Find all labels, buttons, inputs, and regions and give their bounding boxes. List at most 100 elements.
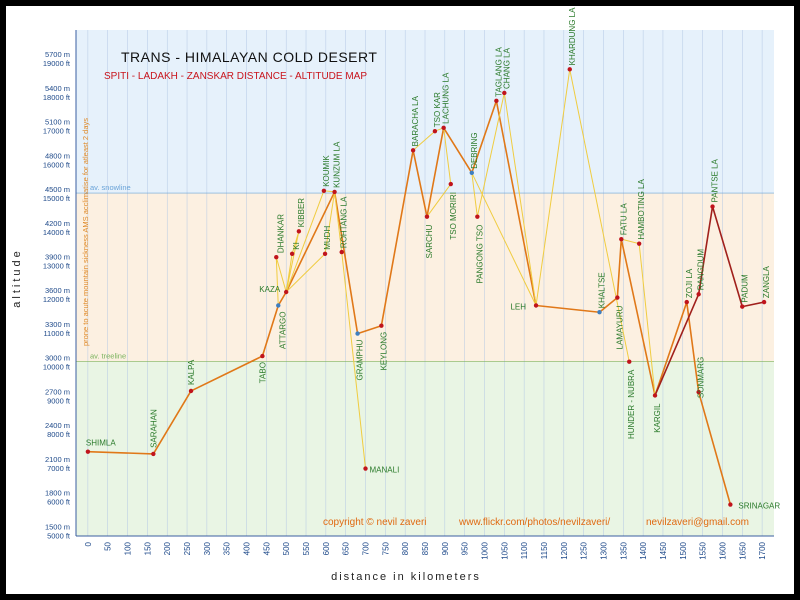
place-dot — [283, 289, 289, 295]
y-tick-label-ft: 8000 ft — [47, 430, 71, 439]
x-tick-label: 300 — [203, 541, 212, 555]
place-dot — [379, 323, 384, 328]
y-tick-label-ft: 9000 ft — [47, 396, 71, 405]
place-dot — [475, 214, 480, 219]
place-dot — [636, 241, 642, 246]
place-label: KHALTSE — [598, 272, 607, 308]
distance-altitude-chart: av. snowline av. treeline SHIMLA SARAHAN KA… — [11, 7, 780, 583]
place-dot — [296, 229, 302, 234]
x-tick-label: 50 — [104, 541, 113, 550]
x-tick-label: 500 — [282, 541, 291, 555]
x-tick-label: 0 — [84, 541, 93, 546]
x-tick-label: 1400 — [639, 541, 648, 559]
place-dot — [448, 181, 453, 187]
y-tick-label-ft: 10000 ft — [43, 363, 71, 372]
place-labels: SHIMLA SARAHAN KALPA TABO ATTARGO KAZA DHANKAR… — [86, 7, 780, 511]
y-tick-label-m: 5400 m — [45, 84, 70, 93]
place-label: FATU LA — [619, 203, 628, 236]
copyright-text: copyright © nevil zaveri — [323, 517, 427, 528]
x-tick-label: 150 — [143, 541, 152, 555]
place-label: GRAMPHU — [356, 339, 365, 380]
x-tick-label: 1000 — [480, 541, 489, 559]
place-dot — [652, 393, 658, 398]
chart-text: TRANS - HIMALAYAN COLD DESERT SPITI - LA… — [11, 49, 749, 583]
place-dot — [710, 204, 715, 209]
y-tick-label-m: 4500 m — [45, 185, 70, 194]
route-line-main — [87, 100, 732, 505]
place-label: ZOJI LA — [685, 268, 694, 298]
place-dot — [339, 249, 344, 255]
x-tick-label: 900 — [441, 541, 450, 555]
x-tick-label: 1100 — [520, 541, 529, 559]
y-axis-label: altitude — [11, 248, 23, 307]
place-dot — [567, 67, 572, 72]
x-tick-label: 400 — [243, 541, 252, 555]
reference-line-label: av. treeline — [90, 352, 126, 361]
x-tick-label: 1150 — [540, 541, 549, 559]
x-tick-label: 850 — [421, 541, 430, 555]
place-label: ZANGLA — [762, 265, 771, 298]
place-label: SHIMLA — [86, 439, 116, 448]
x-tick-label: 1200 — [560, 541, 569, 559]
y-tick-label-m: 5100 m — [45, 118, 70, 127]
place-label: PANTSE LA — [711, 158, 720, 202]
place-label: PADUM — [740, 274, 749, 303]
place-label: RANGDUM — [697, 249, 706, 291]
place-label: LAMAYURU — [615, 305, 624, 349]
route-line-side — [471, 172, 537, 306]
x-tick-label: 800 — [401, 541, 410, 555]
place-dot — [151, 451, 156, 457]
x-tick-label: 1450 — [659, 541, 668, 559]
place-label: TABO — [258, 362, 267, 383]
y-tick-label-m: 3600 m — [45, 286, 70, 295]
x-tick-label: 750 — [381, 541, 390, 555]
chart-subtitle: SPITI - LADAKH - ZANSKAR DISTANCE - ALTI… — [104, 71, 367, 82]
place-label: DHANKAR — [276, 214, 285, 253]
x-tick-label: 1050 — [500, 541, 509, 559]
place-label: TAGLANG LA — [494, 47, 503, 97]
place-label: TSO MORIRI — [449, 192, 458, 240]
place-dot — [615, 295, 620, 300]
y-tick-label-ft: 7000 ft — [47, 464, 71, 473]
place-dot — [276, 303, 281, 308]
place-label: SARCHU — [425, 224, 434, 258]
place-dots — [85, 67, 767, 507]
grid: av. snowline av. treeline — [76, 30, 774, 536]
y-tick-label-m: 2100 m — [45, 455, 70, 464]
x-tick-label: 1600 — [718, 541, 727, 559]
place-dot — [355, 331, 360, 336]
place-label: BARACHA LA — [411, 95, 420, 146]
y-tick-label-m: 3000 m — [45, 354, 70, 363]
place-dot — [740, 304, 745, 309]
y-tick-label-m: 2400 m — [45, 421, 70, 430]
place-dot — [432, 129, 438, 134]
x-tick-label: 1300 — [599, 541, 608, 559]
place-label: KOUMIK — [322, 155, 331, 187]
place-label: SARAHAN — [149, 409, 158, 448]
y-tick-label-ft: 14000 ft — [43, 228, 71, 237]
place-label: TSO KAR — [433, 92, 442, 127]
y-tick-label-m: 1500 m — [45, 522, 70, 531]
place-dot — [696, 389, 701, 395]
y-tick-label-ft: 16000 ft — [43, 160, 71, 169]
x-tick-label: 950 — [461, 541, 470, 555]
x-tick-label: 250 — [183, 541, 192, 555]
chart-title: TRANS - HIMALAYAN COLD DESERT — [121, 49, 377, 65]
x-tick-label: 600 — [322, 541, 331, 555]
route-line-side — [471, 92, 537, 306]
x-tick-label: 1650 — [738, 541, 747, 559]
place-label: KEYLONG — [379, 332, 388, 371]
x-tick-label: 200 — [163, 541, 172, 555]
x-tick-label: 1350 — [619, 541, 628, 559]
place-label: KI — [292, 242, 301, 250]
y-tick-label-m: 5700 m — [45, 50, 70, 59]
place-dot — [321, 188, 327, 193]
place-dot — [696, 292, 701, 297]
y-tick-label-ft: 11000 ft — [43, 329, 70, 338]
place-dot — [332, 189, 337, 195]
flickr-url: www.flickr.com/photos/nevilzaveri/ — [458, 517, 610, 528]
x-tick-label: 550 — [302, 541, 311, 555]
place-label: PANGONG TSO — [475, 225, 484, 284]
y-tick-label-ft: 18000 ft — [43, 93, 71, 102]
y-tick-label-m: 4200 m — [45, 219, 70, 228]
